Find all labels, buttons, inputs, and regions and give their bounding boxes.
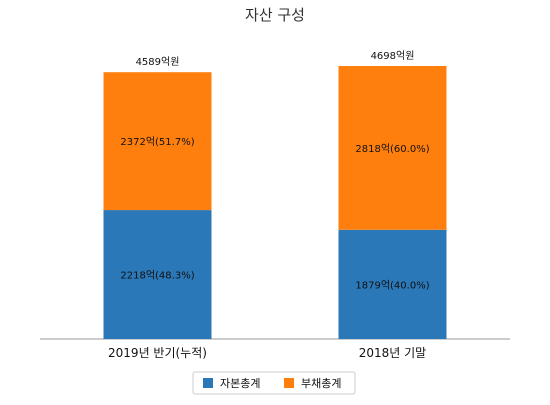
- bar-value-label: 2218억(48.3%): [120, 270, 194, 282]
- bar-liabilities-0: [103, 72, 212, 211]
- legend-label: 부채총계: [301, 377, 341, 390]
- bar-value-label: 1879억(40.0%): [355, 279, 429, 291]
- x-tick-label: 2018년 기말: [359, 346, 426, 360]
- legend-swatch-liabilities: [284, 378, 294, 388]
- bar-liabilities-1: [338, 65, 447, 230]
- x-tick-label: 2019년 반기(누적): [108, 346, 207, 360]
- bar-total-label: 4589억원: [136, 56, 180, 68]
- bar-total-label: 4698억원: [371, 50, 415, 62]
- legend-box: [192, 371, 356, 395]
- chart-title: 자산 구성: [245, 6, 305, 24]
- bar-equity-0: [103, 210, 212, 339]
- bar-equity-1: [338, 229, 447, 339]
- legend-label: 자본총계: [220, 377, 260, 390]
- bar-value-label: 2818억(60.0%): [355, 143, 429, 155]
- legend-swatch-equity: [203, 378, 213, 388]
- bar-value-label: 2372억(51.7%): [120, 136, 194, 148]
